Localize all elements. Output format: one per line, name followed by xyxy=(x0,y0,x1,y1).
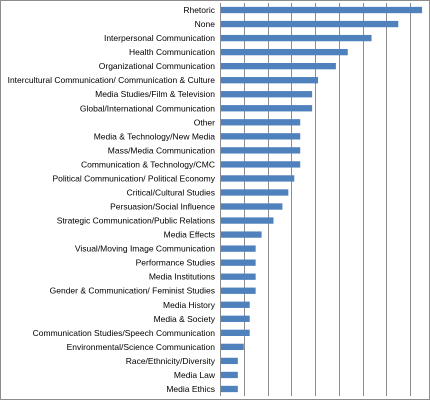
category-label: Persuasion/Social Influence xyxy=(110,202,215,212)
category-label: Race/Ethnicity/Diversity xyxy=(126,356,216,366)
category-label: Gender & Communication/ Feminist Studies xyxy=(50,286,215,296)
bar xyxy=(220,6,423,14)
bar xyxy=(220,175,295,182)
bar xyxy=(220,147,301,154)
category-label: Other xyxy=(194,117,215,127)
gridlines xyxy=(244,3,411,396)
bar xyxy=(220,259,256,266)
category-label: Mass/Media Communication xyxy=(108,145,216,155)
bar xyxy=(220,91,313,98)
bar xyxy=(220,34,372,42)
category-label: Rhetoric xyxy=(183,5,215,15)
bar xyxy=(220,133,301,140)
category-label: Visual/Moving Image Communication xyxy=(75,244,215,254)
bar xyxy=(220,287,256,294)
bar xyxy=(220,217,274,224)
bar xyxy=(220,119,301,126)
category-label: Environmental/Science Communication xyxy=(67,342,216,352)
bar xyxy=(220,343,244,351)
category-label: Performance Studies xyxy=(136,258,215,268)
bar xyxy=(220,357,238,365)
bar xyxy=(220,315,250,322)
category-label: Political Communication/ Political Econo… xyxy=(52,173,215,183)
bar xyxy=(220,189,289,196)
category-label: Media & Technology/New Media xyxy=(94,131,216,141)
bars xyxy=(220,6,423,393)
bar xyxy=(220,385,238,393)
category-label: Media Ethics xyxy=(166,384,215,394)
category-label: Media Institutions xyxy=(149,272,215,282)
category-label: Media History xyxy=(163,300,216,310)
bar xyxy=(220,105,313,112)
bar xyxy=(220,63,336,70)
category-label: Media Studies/Film & Television xyxy=(95,89,215,99)
bar xyxy=(220,48,348,56)
category-label: Media & Society xyxy=(154,314,216,324)
category-label: Media Law xyxy=(174,370,216,380)
bar xyxy=(220,329,250,336)
bar xyxy=(220,245,256,252)
bar xyxy=(220,77,319,84)
bar xyxy=(220,231,262,238)
category-label: Global/International Communication xyxy=(80,103,215,113)
category-label: Interpersonal Communication xyxy=(104,33,215,43)
category-label: Intercultural Communication/ Communicati… xyxy=(8,75,216,85)
category-label: Media Effects xyxy=(164,230,215,240)
category-label: None xyxy=(195,19,216,29)
category-labels: Rhetoric None Interpersonal Communication H… xyxy=(8,5,216,394)
bar xyxy=(220,203,283,210)
bar xyxy=(220,161,301,168)
bar xyxy=(220,371,238,379)
bar xyxy=(220,273,256,280)
category-label: Critical/Cultural Studies xyxy=(127,187,215,197)
bar xyxy=(220,301,250,308)
category-label: Organizational Communication xyxy=(99,61,215,71)
category-label: Strategic Communication/Public Relations xyxy=(57,216,215,226)
category-label: Communication Studies/Speech Communicati… xyxy=(33,328,216,338)
category-label: Communication & Technology/CMC xyxy=(81,159,215,169)
category-label: Health Communication xyxy=(129,47,215,57)
bar xyxy=(220,20,399,28)
